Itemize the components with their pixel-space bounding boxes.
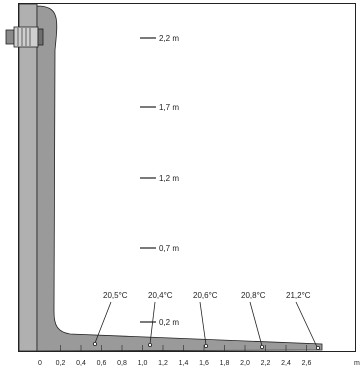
x-tick-label: 1,0 — [138, 360, 148, 367]
height-label: 0,2 m — [159, 318, 179, 327]
wall — [18, 3, 38, 352]
height-marker-1-2: 1,2 m — [140, 174, 179, 183]
x-tick-label: 1,4 — [179, 360, 189, 367]
height-marker-0-7: 0,7 m — [140, 244, 179, 253]
height-label: 1,7 m — [159, 103, 179, 112]
measurement-point — [93, 341, 98, 346]
x-tick-label: 0,8 — [117, 360, 127, 367]
x-axis-unit: m — [354, 360, 360, 367]
x-tick-label: 1,6 — [199, 360, 209, 367]
temperature-label: 20,6°C — [193, 291, 218, 300]
wall-air-outlet-icon — [5, 26, 44, 48]
temperature-label: 21,2°C — [286, 291, 311, 300]
measurement-point — [315, 345, 320, 350]
measurement-point — [259, 344, 264, 349]
height-marker-2-2: 2,2 m — [140, 34, 179, 43]
temperature-label: 20,5°C — [103, 291, 128, 300]
x-tick-label: 0 — [38, 360, 42, 367]
temperature-point-2: 20,4°C — [147, 291, 173, 347]
room-frame — [18, 3, 356, 352]
temperature-label: 20,8°C — [241, 291, 266, 300]
height-marker-1-7: 1,7 m — [140, 103, 179, 112]
x-tick-label: 2,4 — [281, 360, 291, 367]
temperature-point-5: 21,2°C — [286, 291, 320, 350]
measurement-point — [203, 343, 208, 348]
temperature-point-1: 20,5°C — [93, 291, 128, 346]
temperature-point-3: 20,6°C — [193, 291, 218, 348]
x-tick-label: 2,0 — [240, 360, 250, 367]
x-tick-label: 2,6 — [302, 360, 312, 367]
x-tick-label: 0,6 — [97, 360, 107, 367]
x-axis: 0 0,2 0,4 0,6 0,8 1,0 1,2 1,4 1,6 1,8 2,0 2,2 2,4 2,6 — [38, 345, 311, 367]
airflow-stream — [36, 5, 323, 352]
temperature-point-4: 20,8°C — [241, 291, 266, 349]
height-label: 0,7 m — [159, 244, 179, 253]
x-tick-label: 0,2 — [56, 360, 66, 367]
height-marker-0-2: 0,2 m — [140, 318, 179, 327]
x-tick-label: 0,4 — [76, 360, 86, 367]
height-label: 2,2 m — [159, 34, 179, 43]
x-tick-label: 2,2 — [261, 360, 271, 367]
temperature-label: 20,4°C — [148, 291, 173, 300]
height-label: 1,2 m — [159, 174, 179, 183]
x-tick-label: 1,2 — [158, 360, 168, 367]
x-tick-label: 1,8 — [220, 360, 230, 367]
measurement-point — [147, 342, 152, 347]
